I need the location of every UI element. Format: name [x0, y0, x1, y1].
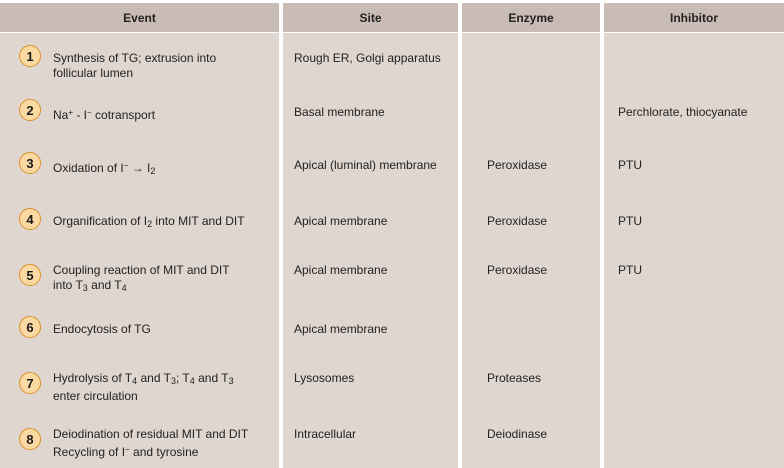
site-cell: Intracellular [294, 427, 357, 441]
event-cell: Organification of I2 into MIT and DIT [53, 214, 275, 232]
step-number-badge: 1 [19, 45, 41, 67]
text-part: Na [53, 108, 69, 122]
step-number-badge: 5 [19, 264, 41, 286]
event-text-line: into T3 and T4 [53, 278, 275, 296]
site-cell: Lysosomes [294, 371, 355, 385]
subscript: 3 [82, 283, 88, 293]
superscript: − [123, 161, 129, 170]
event-text-line: Hydrolysis of T4 and T3; T4 and T3 [53, 371, 275, 389]
enzyme-cell: Deiodinase [487, 427, 548, 441]
inhibitor-cell: Perchlorate, thiocyanate [618, 105, 748, 119]
text-part: Oxidation of I [53, 161, 124, 175]
subscript: 2 [147, 219, 153, 229]
text-part: ; T [175, 371, 190, 385]
subscript: 4 [189, 376, 195, 386]
event-cell: Synthesis of TG; extrusion into follicul… [53, 51, 275, 81]
site-cell: Apical membrane [294, 322, 388, 336]
header-inhibitor: Inhibitor [604, 3, 784, 33]
subscript: 3 [228, 376, 234, 386]
event-text-line: Oxidation of I− → I2 [53, 158, 275, 179]
subscript: 3 [170, 376, 176, 386]
text-part: Organification of I [53, 214, 148, 228]
text-part: Hydrolysis of T [53, 371, 133, 385]
site-cell: Basal membrane [294, 105, 385, 119]
text-part: Recycling of I [53, 445, 126, 459]
event-cell: Hydrolysis of T4 and T3; T4 and T3 enter… [53, 371, 275, 404]
superscript: − [87, 108, 92, 117]
enzyme-cell: Peroxidase [487, 158, 548, 172]
site-cell: Apical membrane [294, 263, 388, 277]
inhibitor-cell: PTU [618, 214, 642, 228]
site-column-bg [283, 3, 458, 468]
inhibitor-cell: PTU [618, 158, 642, 172]
inhibitor-cell: PTU [618, 263, 642, 277]
enzyme-cell: Peroxidase [487, 263, 548, 277]
event-cell: Deiodination of residual MIT and DIT Rec… [53, 427, 275, 460]
text-part: into T [53, 278, 83, 292]
text-part: cotransport [91, 108, 156, 122]
text-part: into MIT and DIT [152, 214, 245, 228]
event-cell: Endocytosis of TG [53, 322, 275, 337]
text-part: → I [128, 161, 151, 175]
event-column-bg [0, 3, 279, 468]
step-number-badge: 6 [19, 316, 41, 338]
text-part: and T [137, 371, 171, 385]
step-number-badge: 7 [19, 372, 41, 394]
text-part: and tyrosine [129, 445, 199, 459]
event-cell: Coupling reaction of MIT and DIT into T3… [53, 263, 275, 296]
superscript: − [125, 445, 130, 454]
event-text-line: Endocytosis of TG [53, 322, 151, 336]
step-number-badge: 8 [19, 428, 41, 450]
event-text-line: Synthesis of TG; extrusion into [53, 51, 217, 65]
header-site: Site [283, 3, 458, 33]
event-cell: Na+ - I− cotransport [53, 105, 275, 123]
event-cell: Oxidation of I− → I2 [53, 158, 275, 179]
subscript: 4 [121, 283, 127, 293]
superscript: + [68, 108, 74, 117]
text-part: and T [194, 371, 229, 385]
event-text-line: Recycling of I− and tyrosine [53, 442, 275, 460]
step-number-badge: 2 [19, 99, 41, 121]
site-cell: Rough ER, Golgi apparatus [294, 51, 441, 65]
event-text-line: Organification of I2 into MIT and DIT [53, 214, 275, 232]
header-enzyme: Enzyme [462, 3, 600, 33]
inhibitor-column-bg [604, 3, 784, 468]
enzyme-cell: Proteases [487, 371, 542, 385]
text-part: - I [73, 108, 88, 122]
site-cell: Apical membrane [294, 214, 388, 228]
event-text-line: Deiodination of residual MIT and DIT [53, 427, 249, 441]
enzyme-column-bg [462, 3, 600, 468]
event-text-line: enter circulation [53, 389, 138, 403]
enzyme-cell: Peroxidase [487, 214, 548, 228]
step-number-badge: 4 [19, 208, 41, 230]
event-text-line: Coupling reaction of MIT and DIT [53, 263, 230, 277]
subscript: 2 [150, 166, 156, 176]
header-event: Event [0, 3, 279, 33]
step-number-badge: 3 [19, 152, 41, 174]
subscript: 4 [132, 376, 138, 386]
site-cell: Apical (luminal) membrane [294, 158, 437, 172]
event-text-line: Na+ - I− cotransport [53, 105, 275, 123]
event-text-line: follicular lumen [53, 66, 134, 80]
text-part: and T [87, 278, 122, 292]
